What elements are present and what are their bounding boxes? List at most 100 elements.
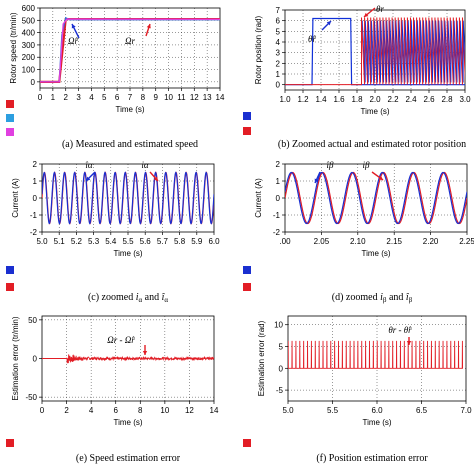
x-tick-label: 4 bbox=[89, 93, 94, 102]
x-tick-label: 0 bbox=[38, 93, 43, 102]
x-tick-label: 5.5 bbox=[122, 237, 134, 246]
legend-swatch bbox=[6, 100, 14, 108]
annotation-arrowhead bbox=[86, 176, 91, 181]
y-axis-label: Estimation error (tr/min) bbox=[11, 316, 20, 400]
y-axis-label: Rotor speed (tr/min) bbox=[9, 12, 18, 83]
annotation-arrowhead bbox=[146, 24, 151, 29]
series-line bbox=[285, 171, 467, 225]
annotation-arrowhead bbox=[142, 351, 148, 355]
x-tick-label: 2.05 bbox=[314, 237, 330, 246]
y-axis-label: Estimation error (rad) bbox=[257, 320, 266, 396]
annotation-label: iα bbox=[141, 160, 149, 170]
y-tick-label: -1 bbox=[273, 211, 281, 220]
y-tick-label: 1 bbox=[33, 177, 38, 186]
y-tick-label: 0 bbox=[276, 194, 281, 203]
x-tick-label: 2.2 bbox=[387, 95, 399, 104]
x-tick-label: 5.3 bbox=[88, 237, 100, 246]
x-tick-label: 1.8 bbox=[351, 95, 363, 104]
annotation-label: Ω̂r bbox=[68, 36, 79, 46]
series-line bbox=[288, 340, 464, 369]
y-tick-label: 500 bbox=[22, 16, 36, 25]
x-tick-label: 2.10 bbox=[350, 237, 366, 246]
data-layer bbox=[285, 171, 467, 225]
y-tick-label: 1 bbox=[276, 177, 281, 186]
x-tick-label: 5.6 bbox=[140, 237, 152, 246]
x-tick-label: 3.0 bbox=[459, 95, 471, 104]
x-tick-label: 0 bbox=[40, 406, 45, 415]
y-tick-label: -5 bbox=[276, 386, 284, 395]
data-layer bbox=[285, 17, 465, 86]
data-layer bbox=[40, 16, 220, 83]
figure-caption: (c) zoomed iα and îα bbox=[88, 292, 168, 304]
y-tick-label: 0 bbox=[279, 364, 284, 373]
x-axis-label: Time (s) bbox=[362, 418, 391, 427]
y-axis-label: Rotor position (rad) bbox=[254, 15, 263, 84]
figure-caption: (d) zoomed iβ and îβ bbox=[332, 292, 413, 304]
legend-swatch bbox=[243, 127, 251, 135]
legend-swatch bbox=[6, 114, 14, 122]
x-tick-label: 1.4 bbox=[315, 95, 327, 104]
x-tick-label: 6.0 bbox=[371, 406, 383, 415]
x-tick-label: .00 bbox=[279, 237, 291, 246]
x-tick-label: 6 bbox=[115, 93, 120, 102]
x-tick-label: 2 bbox=[64, 406, 69, 415]
y-tick-label: 400 bbox=[22, 29, 36, 38]
x-tick-label: 4 bbox=[89, 406, 94, 415]
y-tick-label: 200 bbox=[22, 53, 36, 62]
annotation-label: θ̂r bbox=[308, 34, 316, 44]
y-tick-label: 100 bbox=[22, 66, 36, 75]
y-tick-label: -2 bbox=[273, 228, 281, 237]
y-tick-label: 0 bbox=[31, 78, 36, 87]
series-line bbox=[285, 17, 465, 86]
x-tick-label: 2.15 bbox=[386, 237, 402, 246]
y-tick-label: 2 bbox=[276, 160, 281, 169]
x-axis-label: Time (s) bbox=[360, 107, 389, 116]
y-axis-label: Current (A) bbox=[254, 178, 263, 218]
annotation-arrowhead bbox=[406, 341, 412, 345]
legend-swatch bbox=[6, 283, 14, 291]
y-tick-label: -2 bbox=[30, 228, 38, 237]
legend-swatch bbox=[6, 128, 14, 136]
x-tick-label: 2.25 bbox=[459, 237, 474, 246]
x-tick-label: 5.5 bbox=[327, 406, 339, 415]
legend-swatch bbox=[6, 439, 14, 447]
x-tick-label: 5.7 bbox=[157, 237, 169, 246]
x-tick-label: 1 bbox=[51, 93, 56, 102]
y-tick-label: 5 bbox=[279, 343, 284, 352]
annotation-arrowhead bbox=[326, 21, 331, 26]
panel-b: 1.0 1.2 1.4 1.6 1.8 2.0 2.2 2.4 2.6 2.8 3.0 0 1 23 4 56… bbox=[243, 4, 471, 150]
x-tick-label: 7.0 bbox=[460, 406, 472, 415]
x-tick-label: 10 bbox=[160, 406, 169, 415]
x-tick-label: 5.8 bbox=[174, 237, 186, 246]
annotation-label: iβ bbox=[363, 160, 371, 170]
data-layer bbox=[42, 171, 214, 225]
y-tick-label: -50 bbox=[25, 393, 37, 402]
y-tick-label: 6 bbox=[276, 17, 281, 26]
x-tick-label: 12 bbox=[190, 93, 199, 102]
x-tick-label: 13 bbox=[203, 93, 212, 102]
x-tick-label: 10 bbox=[164, 93, 173, 102]
x-tick-label: 6.5 bbox=[416, 406, 428, 415]
figure-caption: (a) Measured and estimated speed bbox=[62, 139, 198, 150]
y-tick-label: 300 bbox=[22, 41, 36, 50]
y-tick-label: 2 bbox=[276, 59, 281, 68]
annotation-label: θr bbox=[376, 4, 384, 14]
x-tick-label: 5.2 bbox=[71, 237, 83, 246]
x-tick-label: 1.2 bbox=[297, 95, 309, 104]
figure-caption: (e) Speed estimation error bbox=[76, 453, 181, 464]
x-tick-label: 2 bbox=[63, 93, 68, 102]
figure-caption: (f) Position estimation error bbox=[316, 453, 428, 464]
x-tick-label: 12 bbox=[185, 406, 194, 415]
panel-d: .00 2.05 2.10 2.15 2.20 2.25 -2 -1 0 1 2 Time (s) Cu… bbox=[243, 160, 474, 304]
x-axis-label: Time (s) bbox=[113, 418, 142, 427]
x-tick-label: 5.0 bbox=[282, 406, 294, 415]
x-axis-label: Time (s) bbox=[361, 249, 390, 258]
y-tick-label: 0 bbox=[276, 81, 281, 90]
x-tick-label: 8 bbox=[141, 93, 146, 102]
x-tick-label: 5.9 bbox=[191, 237, 203, 246]
series-line bbox=[42, 354, 214, 364]
x-tick-label: 5.0 bbox=[36, 237, 48, 246]
y-axis-label: Current (A) bbox=[11, 178, 20, 218]
x-tick-label: 6.0 bbox=[208, 237, 220, 246]
x-tick-label: 11 bbox=[177, 93, 186, 102]
